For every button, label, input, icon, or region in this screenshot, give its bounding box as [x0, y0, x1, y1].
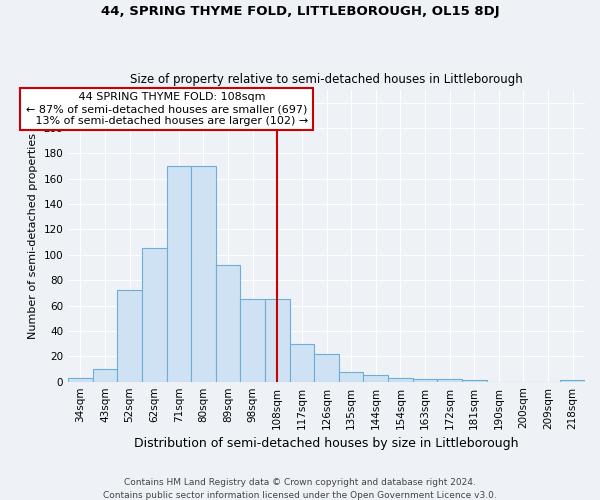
Title: Size of property relative to semi-detached houses in Littleborough: Size of property relative to semi-detach…: [130, 73, 523, 86]
Bar: [437, 379, 462, 382]
Bar: [413, 379, 437, 382]
Bar: [68, 378, 92, 382]
Bar: [167, 166, 191, 382]
Bar: [265, 299, 290, 382]
X-axis label: Distribution of semi-detached houses by size in Littleborough: Distribution of semi-detached houses by …: [134, 437, 519, 450]
Y-axis label: Number of semi-detached properties: Number of semi-detached properties: [28, 133, 38, 339]
Bar: [339, 372, 364, 382]
Bar: [388, 378, 413, 382]
Bar: [92, 369, 117, 382]
Text: 44 SPRING THYME FOLD: 108sqm
← 87% of semi-detached houses are smaller (697)
   : 44 SPRING THYME FOLD: 108sqm ← 87% of se…: [25, 92, 308, 126]
Bar: [117, 290, 142, 382]
Bar: [142, 248, 167, 382]
Bar: [216, 265, 241, 382]
Bar: [290, 344, 314, 382]
Bar: [364, 376, 388, 382]
Bar: [560, 380, 585, 382]
Bar: [241, 299, 265, 382]
Text: 44, SPRING THYME FOLD, LITTLEBOROUGH, OL15 8DJ: 44, SPRING THYME FOLD, LITTLEBOROUGH, OL…: [101, 5, 499, 18]
Bar: [462, 380, 487, 382]
Text: Contains HM Land Registry data © Crown copyright and database right 2024.
Contai: Contains HM Land Registry data © Crown c…: [103, 478, 497, 500]
Bar: [191, 166, 216, 382]
Bar: [314, 354, 339, 382]
